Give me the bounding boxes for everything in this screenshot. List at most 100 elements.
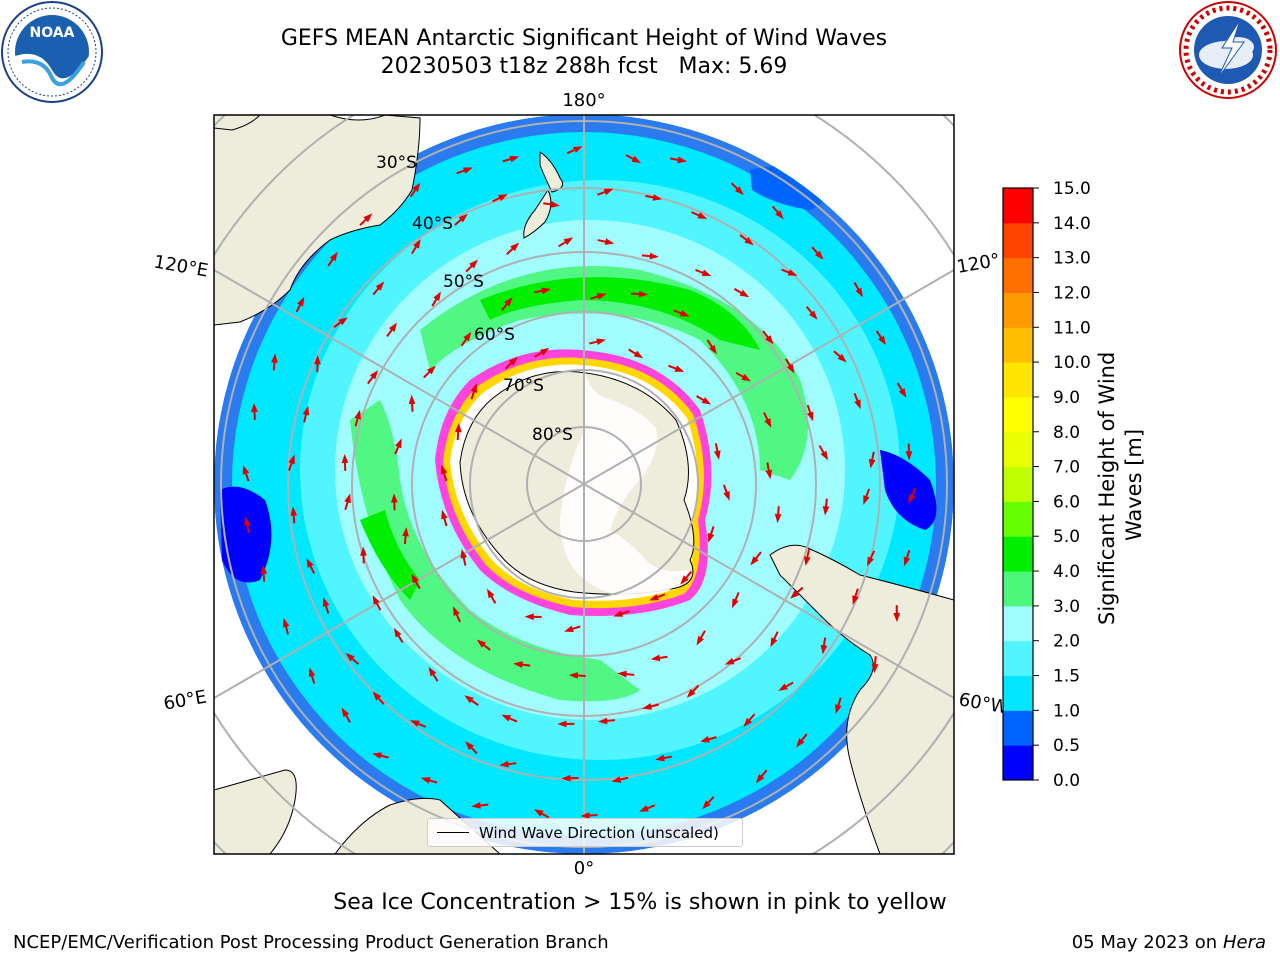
footer-host: Hera (1222, 932, 1266, 953)
lon-label-60e: 60°E (162, 686, 208, 714)
wave-direction-arrowhead (433, 291, 441, 301)
wave-direction-arrowhead (458, 213, 468, 223)
wave-direction-arrowhead (652, 194, 663, 201)
wave-direction-arrowhead (427, 365, 436, 375)
wave-direction-arrowhead (329, 251, 338, 262)
wave-direction-arrowhead (787, 269, 798, 276)
colorbar-tick-label: 0.5 (1053, 736, 1080, 756)
sea-ice-caption: Sea Ice Concentration > 15% is shown in … (333, 890, 947, 915)
wave-direction-arrowhead (697, 212, 708, 219)
wave-direction-arrowhead (510, 242, 520, 252)
colorbar-tick-label: 14.0 (1053, 214, 1091, 234)
wave-direction-arrowhead (550, 201, 560, 208)
wave-direction-arrowhead (360, 546, 367, 556)
wave-direction-arrowhead (867, 556, 874, 567)
lon-label-0: 0° (574, 858, 594, 879)
wave-direction-arrowhead (498, 194, 508, 201)
wave-direction-arrowhead (741, 373, 751, 382)
wave-direction-arrowhead (878, 335, 886, 346)
wave-direction-arrowhead (893, 612, 901, 623)
wave-direction-arrowhead (596, 293, 607, 300)
wave-direction-arrowhead (903, 556, 911, 567)
wave-direction-arrowhead (908, 494, 916, 504)
colorbar-segment (1003, 710, 1033, 746)
wave-direction-arrowhead (765, 335, 774, 345)
wave-direction-arrowhead (809, 310, 818, 320)
wave-direction-arrowhead (282, 617, 290, 628)
wave-direction-arrowhead (524, 613, 534, 621)
lon-label-120e: 120°E (152, 251, 210, 281)
wave-direction-arrowhead (701, 397, 712, 405)
wave-direction-arrowhead (499, 760, 509, 768)
wave-direction-arrowhead (471, 802, 481, 809)
wave-direction-arrowhead (796, 738, 805, 748)
wave-direction-arrowhead (395, 438, 402, 449)
wave-direction-arrowhead (408, 394, 416, 404)
colorbar-label-line1: Significant Height of Wind (1095, 352, 1119, 625)
colorbar-tick-label: 11.0 (1053, 318, 1091, 338)
wave-direction-arrowhead (680, 575, 689, 585)
colorbar-tick-label: 7.0 (1053, 458, 1080, 478)
wave-direction-arrowhead (642, 703, 652, 710)
wave-direction-arrowhead (563, 237, 574, 246)
wave-direction-arrowhead (814, 250, 824, 260)
wave-direction-arrowhead (617, 670, 627, 678)
colorbar-segment (1003, 188, 1033, 224)
colorbar-segment (1003, 431, 1033, 468)
wave-direction-arrowhead (835, 704, 842, 714)
wave-direction-arrowhead (454, 423, 462, 433)
wave-direction-arrowhead (388, 322, 397, 332)
wave-direction-arrowhead (306, 558, 314, 568)
wave-direction-arrowhead (701, 269, 712, 276)
footer-date-text: 05 May 2023 on (1071, 932, 1218, 953)
wave-direction-arrowhead (837, 353, 847, 363)
wave-direction-arrowhead (410, 720, 420, 727)
colorbar-segment (1003, 396, 1033, 433)
wave-direction-arrowhead (743, 717, 752, 727)
wave-direction-arrowhead (308, 667, 316, 677)
colorbar-tick-label: 13.0 (1053, 249, 1091, 269)
legend-label: Wind Wave Direction (unscaled) (479, 823, 719, 842)
wave-direction-arrowhead (765, 469, 773, 480)
wave-direction-arrowhead (702, 800, 711, 810)
wave-direction-arrowhead (649, 252, 659, 260)
wave-direction-arrowhead (391, 493, 398, 503)
wave-direction-arrowhead (568, 672, 579, 679)
wave-direction-arrowhead (513, 661, 523, 668)
wave-direction-arrowhead (631, 155, 642, 164)
colorbar-segment (1003, 501, 1033, 537)
wave-direction-arrowhead (778, 683, 788, 691)
wave-direction-arrowhead (790, 590, 800, 599)
wave-direction-arrowhead (372, 752, 382, 759)
wave-direction-arrowhead (251, 402, 258, 413)
wave-direction-arrowhead (470, 383, 477, 393)
wave-direction-arrowhead (393, 627, 402, 638)
lat-label-30s: 30°S (376, 153, 417, 173)
colorbar-tick-label: 1.5 (1053, 667, 1080, 687)
nws-logo (1179, 1, 1277, 99)
wave-direction-arrowhead (372, 595, 380, 605)
chart-title: GEFS MEAN Antarctic Significant Height o… (280, 26, 888, 51)
wave-direction-arrowhead (504, 297, 513, 307)
wave-direction-arrowhead (732, 598, 739, 609)
wave-direction-arrowhead (707, 532, 715, 543)
wave-direction-arrowhead (302, 405, 310, 416)
wave-direction-arrowhead (411, 573, 419, 584)
colorbar-segment (1003, 292, 1033, 328)
wave-direction-arrowhead (723, 491, 730, 501)
wave-direction-arrowhead (613, 610, 623, 617)
wave-direction-arrowhead (696, 635, 704, 646)
wave-direction-arrowhead (770, 637, 778, 648)
wave-direction-arrowhead (541, 287, 551, 295)
wave-direction-arrowhead (242, 465, 250, 475)
colorbar-tick-label: 12.0 (1053, 283, 1091, 303)
wave-direction-arrowhead (686, 688, 696, 698)
wave-direction-arrowhead (820, 644, 828, 655)
wave-direction-arrowhead (469, 259, 478, 269)
wave-direction-arrowhead (341, 707, 350, 718)
colorbar-tick-label: 10.0 (1053, 353, 1091, 373)
wave-direction-arrowhead (852, 595, 859, 605)
colorbar-tick-label: 9.0 (1053, 388, 1080, 408)
wave-direction-arrowhead (260, 564, 268, 574)
wave-direction-arrowhead (440, 464, 448, 475)
